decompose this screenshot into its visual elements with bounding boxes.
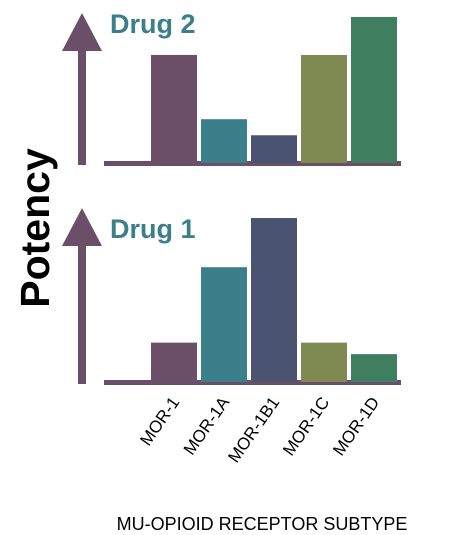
- y-axis-label: Potency: [12, 148, 58, 308]
- bar-mor-1d: [351, 354, 397, 382]
- bar-mor-1a: [201, 267, 247, 382]
- bar-mor-1c: [301, 54, 347, 163]
- panel-title: Drug 1: [110, 214, 196, 244]
- bar-mor-1b1: [251, 135, 297, 163]
- panel-1: Drug 2: [62, 9, 401, 166]
- bar-mor-1b1: [251, 218, 297, 382]
- y-axis-arrow: [62, 13, 102, 165]
- x-axis-line: [104, 380, 401, 385]
- x-axis-line: [104, 161, 401, 166]
- panel-2: Drug 1: [62, 208, 401, 385]
- bar-mor-1: [151, 54, 197, 163]
- x-tick-label-mor-1: MOR-1: [136, 393, 183, 449]
- panels-layer: Drug 2 Drug 1: [62, 9, 401, 385]
- y-axis-arrow: [62, 208, 102, 384]
- bar-mor-1d: [351, 17, 397, 163]
- bar-mor-1c: [301, 342, 347, 382]
- x-tick-label-mor-1d: MOR-1D: [329, 393, 383, 459]
- x-tick-label-mor-1c: MOR-1C: [279, 393, 333, 459]
- bar-mor-1: [151, 342, 197, 382]
- x-axis-label: MU-OPIOID RECEPTOR SUBTYPE: [117, 514, 408, 534]
- panel-title: Drug 2: [110, 9, 196, 39]
- bar-mor-1a: [201, 119, 247, 163]
- x-tick-label-mor-1a: MOR-1A: [180, 393, 234, 459]
